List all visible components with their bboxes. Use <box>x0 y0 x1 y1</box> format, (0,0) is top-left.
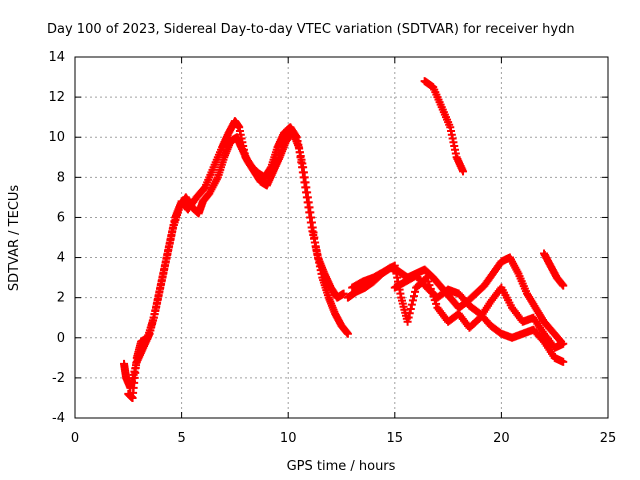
data-point <box>407 300 416 309</box>
y-tick-label: 2 <box>57 291 65 306</box>
data-series <box>120 77 568 402</box>
x-tick-label: 10 <box>280 431 297 446</box>
data-point <box>559 357 568 366</box>
y-tick-label: 4 <box>57 251 65 266</box>
y-tick-label: 8 <box>57 170 65 185</box>
series-track-5 <box>390 271 568 366</box>
data-point <box>409 292 418 301</box>
data-point <box>559 281 568 290</box>
y-tick-label: -2 <box>52 371 65 386</box>
data-point <box>432 299 441 308</box>
y-tick-label: -4 <box>52 411 65 426</box>
data-point <box>404 313 413 322</box>
data-point <box>411 287 420 296</box>
y-axis-label: SDTVAR / TECUs <box>7 185 22 292</box>
data-point <box>422 273 431 282</box>
series-track-7 <box>540 249 568 290</box>
x-tick-label: 15 <box>387 431 404 446</box>
x-tick-label: 5 <box>177 431 185 446</box>
chart-title: Day 100 of 2023, Sidereal Day-to-day VTE… <box>47 22 575 37</box>
data-point <box>459 167 468 176</box>
data-point <box>403 317 412 326</box>
x-tick-label: 20 <box>493 431 510 446</box>
data-point <box>405 309 414 318</box>
data-point <box>339 289 348 298</box>
data-point <box>559 339 568 348</box>
y-tick-label: 6 <box>57 210 65 225</box>
y-tick-label: 12 <box>48 90 65 105</box>
x-tick-label: 25 <box>600 431 617 446</box>
y-tick-label: 0 <box>57 331 65 346</box>
y-tick-label: 14 <box>48 50 65 65</box>
series-track-6 <box>420 77 468 176</box>
data-point <box>343 329 352 338</box>
x-axis-label: GPS time / hours <box>287 459 396 474</box>
y-tick-label: 10 <box>48 130 65 145</box>
x-tick-label: 0 <box>71 431 79 446</box>
data-point <box>406 304 415 313</box>
grid <box>75 57 608 418</box>
series-track-2 <box>124 127 348 402</box>
plot-frame <box>74 56 609 419</box>
series-track-4 <box>348 261 568 352</box>
data-point <box>408 296 417 305</box>
